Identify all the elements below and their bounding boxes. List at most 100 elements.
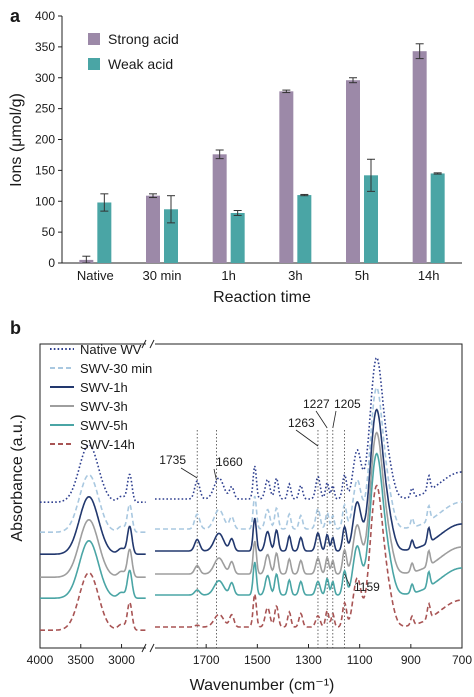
spectrum-line-right (155, 408, 462, 552)
y-tick-label: 200 (35, 133, 55, 147)
spectrum-line-right (155, 484, 462, 628)
legend-label: SWV-3h (80, 399, 128, 414)
legend-swatch (88, 33, 100, 45)
axis-break-gap-bottom (146, 646, 155, 651)
bar-chart-bars (79, 43, 445, 264)
error-bar (167, 195, 175, 224)
peak-label: 1227 (303, 397, 330, 411)
y-tick-label: 350 (35, 40, 55, 54)
legend-label: SWV-30 min (80, 361, 152, 376)
axis-break-slash (149, 339, 155, 349)
axis-break-slash (141, 339, 147, 349)
legend-label: Weak acid (108, 56, 173, 72)
x-tick-label: 1h (221, 268, 235, 283)
y-tick-label: 50 (42, 225, 56, 239)
bar-weak-acid (297, 195, 312, 263)
spectrum-line-right (155, 452, 462, 596)
ftir-x-ticks: 4000 3500 3000 1700 1500 1300 1100 900 700 (27, 644, 472, 667)
error-bar (433, 172, 442, 175)
peak-label: 1735 (159, 453, 186, 467)
ftir-y-label: Absorbance (a.u.) (9, 414, 26, 541)
y-tick-label: 100 (35, 194, 55, 208)
legend-swatch (88, 58, 100, 70)
axis-break-slash (141, 643, 147, 653)
axis-break-slash (149, 643, 155, 653)
bar-weak-acid (430, 173, 445, 263)
bar-strong-acid (279, 91, 294, 264)
bar-chart-x-label: Reaction time (213, 289, 311, 306)
x-tick-label: 1500 (244, 653, 271, 667)
peak-pointer (180, 467, 198, 479)
axis-break-marks (141, 339, 155, 653)
x-tick-label: 3500 (67, 653, 94, 667)
x-tick-label: 4000 (27, 653, 54, 667)
peak-pointer (213, 468, 217, 481)
x-tick-label: 1300 (295, 653, 322, 667)
peak-pointer (295, 429, 319, 447)
panel-label-a: a (10, 6, 21, 26)
y-tick-label: 0 (48, 256, 55, 270)
peak-label: 1660 (216, 455, 243, 469)
error-bar (100, 193, 109, 212)
error-bar (233, 210, 242, 216)
x-tick-label: 3000 (108, 653, 135, 667)
bar-chart-x-ticks: Native 30 min 1h 3h 5h 14h (77, 268, 440, 283)
x-tick-label: 3h (288, 268, 302, 283)
bar-strong-acid (412, 51, 427, 264)
panel-label-b: b (10, 318, 21, 338)
spectrum-line-left (40, 571, 146, 631)
x-tick-label: Native (77, 268, 114, 283)
legend-label: Native WV (80, 342, 142, 357)
peak-label: 1263 (288, 416, 315, 430)
x-tick-label: 14h (418, 268, 440, 283)
y-tick-label: 300 (35, 71, 55, 85)
x-tick-label: 1700 (193, 653, 220, 667)
bar-chart-legend: Strong acid Weak acid (88, 31, 179, 72)
ftir-legend: Native WV SWV-30 min SWV-1h SWV-3h SWV-5h SWV… (50, 342, 152, 452)
bar-chart-y-ticks: 0 50 100 150 200 250 300 350 400 (35, 9, 62, 270)
x-tick-label: 5h (355, 268, 369, 283)
bar-chart-y-label: Ions (μmol/g) (8, 93, 25, 187)
spectrum-line-right (155, 431, 462, 575)
x-tick-label: 1100 (347, 653, 373, 667)
ftir-spectra (40, 356, 462, 631)
error-bar (349, 77, 357, 84)
legend-label: Strong acid (108, 31, 179, 47)
spectrum-line-left (40, 443, 146, 503)
bar-strong-acid (346, 80, 360, 263)
y-tick-label: 400 (35, 9, 55, 23)
error-bar (149, 193, 157, 199)
spectrum-line-right (155, 386, 462, 530)
bar-chart-panel-a: a 0 50 100 150 200 250 300 350 400 Native 30 min 1… (8, 6, 462, 306)
ftir-x-label: Wavenumber (cm⁻¹) (190, 677, 335, 694)
axis-break-gap-top (146, 342, 155, 347)
x-tick-label: 900 (401, 653, 421, 667)
y-tick-label: 150 (35, 163, 55, 177)
legend-label: SWV-1h (80, 380, 128, 395)
error-bar (282, 89, 291, 94)
error-bar (415, 43, 424, 60)
bar-weak-acid (230, 212, 245, 263)
peak-label: 1205 (334, 397, 361, 411)
bar-weak-acid (97, 202, 112, 263)
error-bar (367, 158, 375, 192)
error-bar (82, 255, 91, 264)
peak-pointer (315, 410, 328, 429)
error-bar (215, 149, 224, 160)
spectrum-line-left (40, 539, 146, 599)
peak-pointer (332, 410, 337, 429)
ftir-chart-panel-b: b 4000 3500 3000 1700 1500 1300 1100 900 700 Nat… (9, 318, 472, 694)
x-tick-label: 30 min (142, 268, 181, 283)
y-tick-label: 250 (35, 102, 55, 116)
peak-label: 1159 (354, 580, 380, 594)
bar-strong-acid (146, 195, 160, 263)
spectrum-line-left (40, 495, 146, 555)
spectrum-line-left (40, 473, 146, 533)
ftir-plot-frame (39, 343, 463, 649)
ftir-reference-lines (196, 430, 345, 648)
legend-label: SWV-14h (80, 437, 135, 452)
error-bar (300, 193, 309, 197)
x-tick-label: 700 (452, 653, 472, 667)
spectrum-line-left (40, 518, 146, 578)
